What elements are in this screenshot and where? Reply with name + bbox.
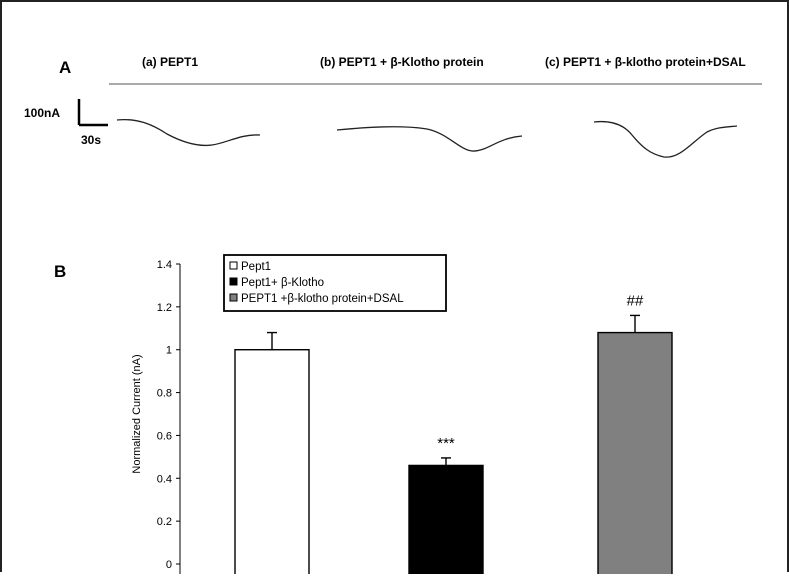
legend-box [223, 254, 447, 312]
panel-a-label: A [59, 58, 71, 77]
significance-label: *** [437, 435, 455, 452]
current-trace-b [336, 126, 523, 152]
bar [234, 349, 310, 579]
trace-title-a: (a) PEPT1 [142, 55, 198, 69]
trace-title-c: (c) PEPT1 + β-klotho protein+DSAL [545, 55, 746, 69]
y-tick-label: 0.8 [157, 388, 172, 400]
legend-entry: Pept1 [241, 261, 271, 273]
bars-layer: *** ## [234, 292, 673, 579]
y-tick-label: 0.2 [157, 516, 172, 528]
current-trace-c [593, 120, 738, 158]
bar [408, 464, 484, 579]
y-tick-label: 1.2 [157, 302, 172, 314]
scale-time-label: 30s [81, 133, 101, 147]
bar [597, 331, 673, 579]
legend-entry: PEPT1 +β-klotho protein+DSAL [241, 293, 404, 305]
legend-swatch [229, 293, 238, 302]
y-axis: 0 0.2 0.4 0.6 0.8 1 1.2 1.4 [157, 259, 181, 574]
y-tick-label: 0 [166, 559, 172, 571]
legend: Pept1 Pept1+ β-Klotho PEPT1 +β-klotho prot… [223, 254, 447, 312]
y-tick-label: 0.6 [157, 430, 172, 442]
scale-current-label: 100nA [24, 106, 60, 120]
significance-label: ## [627, 292, 644, 309]
legend-swatch [229, 277, 238, 286]
legend-entry: Pept1+ β-Klotho [241, 277, 324, 289]
trace-title-b: (b) PEPT1 + β-Klotho protein [320, 55, 484, 69]
legend-swatch [229, 261, 238, 270]
y-tick-label: 0.4 [157, 473, 172, 485]
y-tick-label: 1.4 [157, 259, 172, 271]
current-trace-a [116, 118, 261, 147]
y-axis-label: Normalized Current (nA) [131, 354, 143, 473]
panel-b-label: B [54, 262, 66, 281]
y-tick-label: 1 [166, 345, 172, 357]
